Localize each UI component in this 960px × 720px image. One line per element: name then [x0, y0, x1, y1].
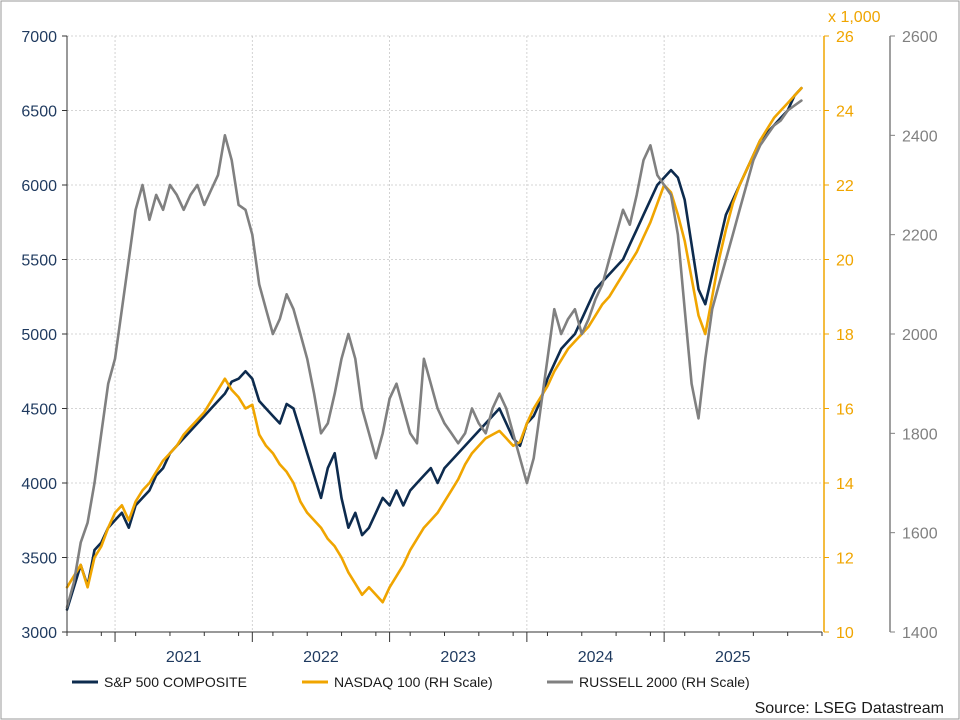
nasdaq-tick-label: 26 — [836, 29, 854, 46]
russell-tick-label: 2600 — [902, 29, 938, 46]
legend-label-2: NASDAQ 100 (RH Scale) — [334, 674, 493, 690]
x-tick-label: 2022 — [303, 649, 339, 666]
left-tick-label: 3500 — [21, 551, 57, 568]
legend-label-3: RUSSELL 2000 (RH Scale) — [579, 674, 750, 690]
left-tick-label: 4000 — [21, 476, 57, 493]
russell-tick-label: 2000 — [902, 327, 938, 344]
left-tick-label: 5000 — [21, 327, 57, 344]
nasdaq-tick-label: 14 — [836, 476, 854, 493]
x-tick-label: 2023 — [440, 649, 476, 666]
x-tick-label: 2021 — [166, 649, 202, 666]
series-line-3 — [65, 99, 803, 609]
nasdaq-tick-label: 10 — [836, 625, 854, 642]
nasdaq-tick-label: 24 — [836, 104, 854, 121]
x-tick-label: 2025 — [715, 649, 751, 666]
nasdaq-tick-label: 16 — [836, 402, 854, 419]
series-layer — [65, 86, 803, 611]
russell-tick-label: 1600 — [902, 526, 938, 543]
russell-tick-label: 2400 — [902, 128, 938, 145]
nasdaq-tick-label: 20 — [836, 253, 854, 270]
axes-layer: 3000 3500 4000 4500 5000 5500 6000 6500 7000 10 12… — [21, 29, 937, 666]
russell-tick-label: 2200 — [902, 228, 938, 245]
left-tick-label: 6500 — [21, 104, 57, 121]
nasdaq-tick-label: 18 — [836, 327, 854, 344]
russell-tick-label: 1800 — [902, 426, 938, 443]
source-note: Source: LSEG Datastream — [755, 700, 944, 717]
left-tick-label: 5500 — [21, 253, 57, 270]
x-tick-label: 2024 — [578, 649, 614, 666]
left-tick-label: 3000 — [21, 625, 57, 642]
series-line-2 — [65, 86, 803, 604]
grid — [67, 35, 822, 633]
series-line-1 — [65, 86, 803, 611]
russell-tick-label: 1400 — [902, 625, 938, 642]
legend-label-1: S&P 500 COMPOSITE — [104, 674, 247, 690]
legend: S&P 500 COMPOSITE NASDAQ 100 (RH Scale) RU… — [72, 674, 750, 690]
left-tick-label: 6000 — [21, 178, 57, 195]
left-tick-label: 4500 — [21, 402, 57, 419]
nasdaq-tick-label: 12 — [836, 551, 854, 568]
multiplier-label: x 1,000 — [828, 9, 881, 26]
left-tick-label: 7000 — [21, 29, 57, 46]
nasdaq-tick-label: 22 — [836, 178, 854, 195]
